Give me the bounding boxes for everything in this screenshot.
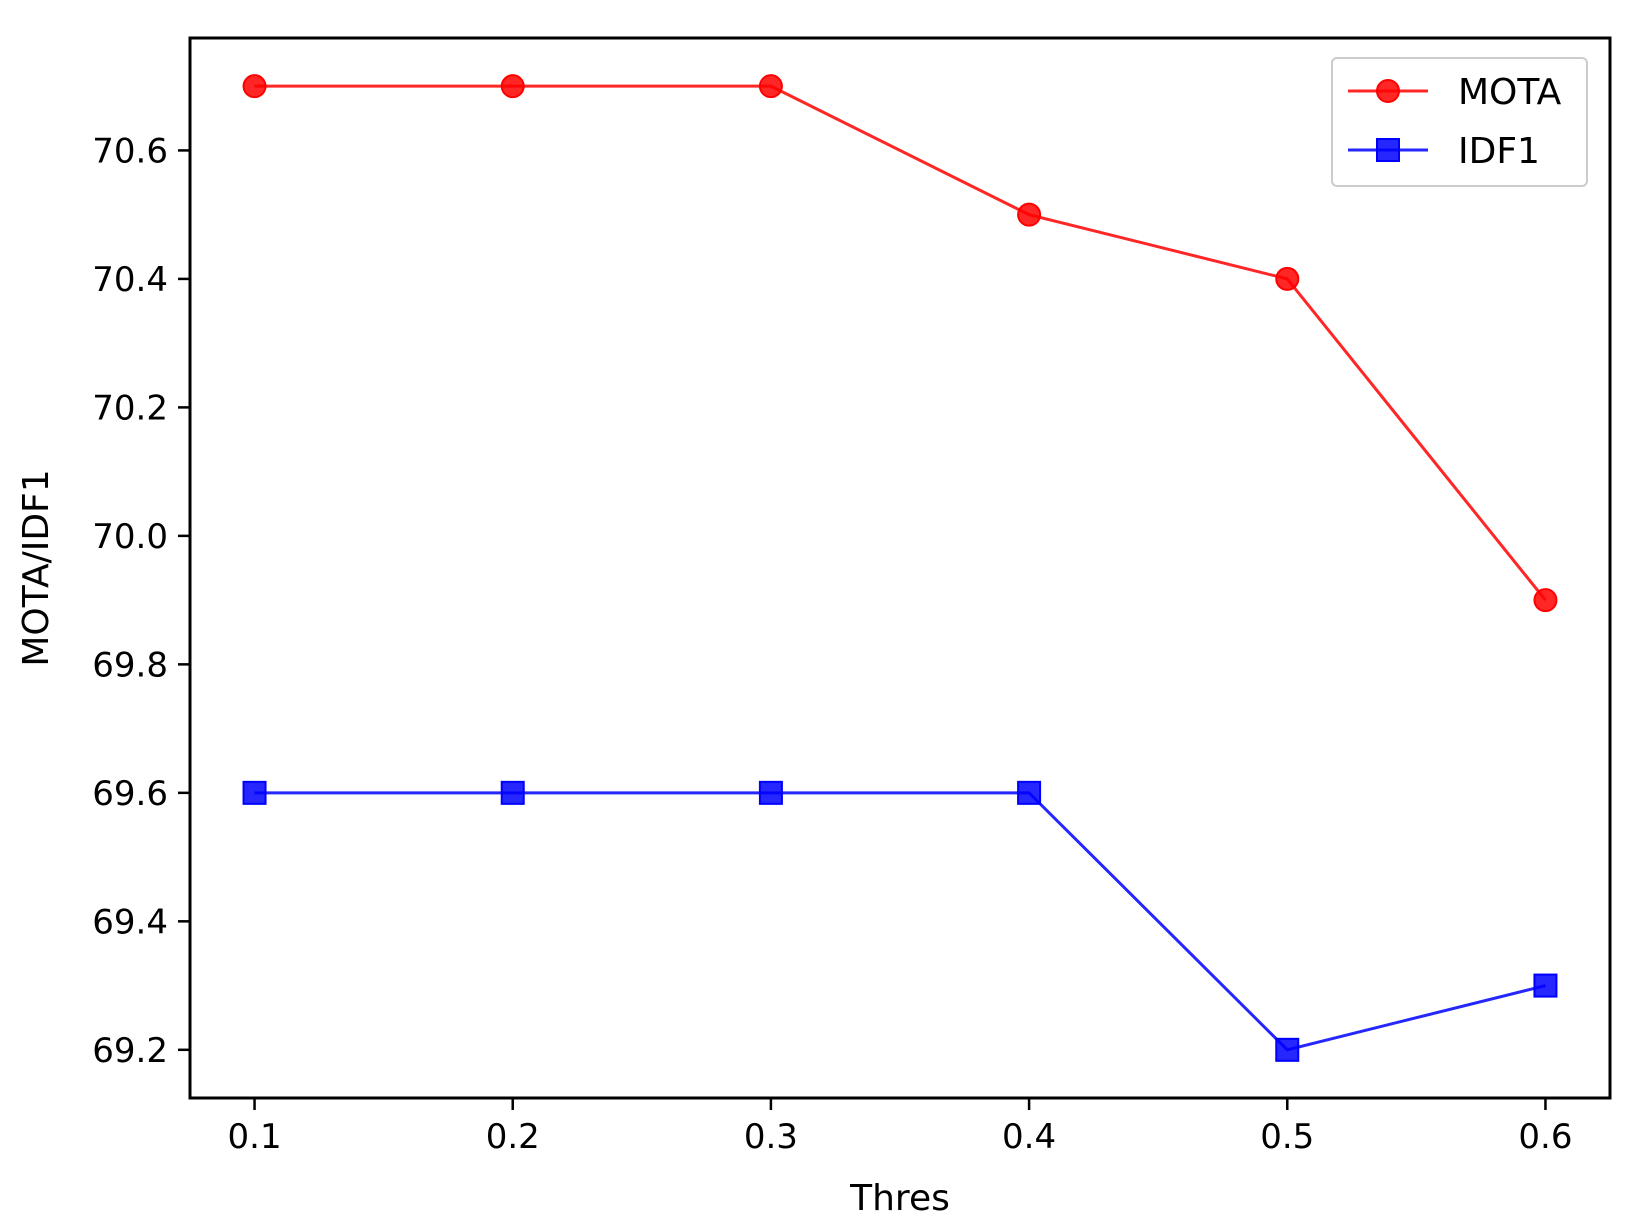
- y-axis-label: MOTA/IDF1: [16, 469, 57, 666]
- series-line-mota: [254, 84, 1547, 602]
- legend-marker-idf1: [1376, 138, 1400, 162]
- y-axis: 69.2 69.4 69.6 69.8 70.0 70.2 70.4 70.6: [92, 131, 190, 1071]
- legend-label-mota: MOTA: [1458, 72, 1562, 113]
- data-point-idf1: [242, 780, 267, 805]
- legend-marker-mota: [1376, 79, 1400, 103]
- y-tick-label: 70.0: [92, 517, 168, 557]
- y-tick-label: 69.8: [92, 645, 168, 685]
- data-point-mota: [1275, 266, 1300, 291]
- y-tick-label: 70.4: [92, 260, 168, 300]
- data-point-mota: [1533, 588, 1558, 613]
- x-tick-label: 0.6: [1518, 1117, 1572, 1157]
- x-axis-label: Thres: [849, 1178, 950, 1219]
- data-point-idf1: [1017, 780, 1042, 805]
- data-point-idf1: [758, 780, 783, 805]
- data-point-mota: [242, 74, 267, 99]
- x-tick-label: 0.1: [228, 1117, 282, 1157]
- x-tick-label: 0.2: [486, 1117, 540, 1157]
- y-tick-label: 70.2: [92, 388, 168, 428]
- x-tick-label: 0.5: [1260, 1117, 1314, 1157]
- data-point-mota: [758, 74, 783, 99]
- data-point-idf1: [1533, 973, 1558, 998]
- legend-label-idf1: IDF1: [1458, 131, 1540, 172]
- data-point-mota: [500, 74, 525, 99]
- plot-frame: [188, 36, 1612, 1100]
- data-point-idf1: [1275, 1037, 1300, 1062]
- x-tick-label: 0.4: [1002, 1117, 1056, 1157]
- x-tick-label: 0.3: [744, 1117, 798, 1157]
- y-tick-label: 69.4: [92, 902, 168, 942]
- x-axis: 0.1 0.2 0.3 0.4 0.5 0.6: [228, 1098, 1572, 1157]
- data-point-mota: [1017, 202, 1042, 227]
- y-tick-label: 70.6: [92, 131, 168, 171]
- series-line-idf1: [254, 791, 1546, 1052]
- legend: MOTA IDF1: [1331, 57, 1588, 187]
- y-tick-label: 69.2: [92, 1031, 168, 1071]
- series-layer: [242, 74, 1558, 1062]
- y-tick-label: 69.6: [92, 774, 168, 814]
- data-point-idf1: [500, 780, 525, 805]
